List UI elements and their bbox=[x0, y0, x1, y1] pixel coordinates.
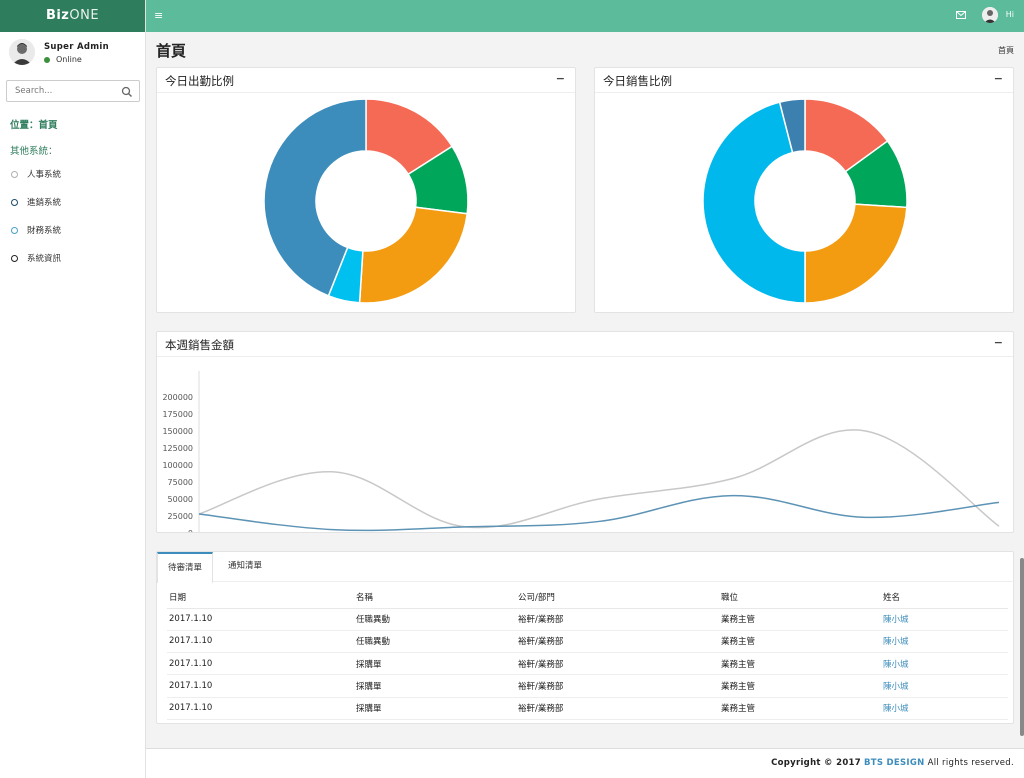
top-bar: ≡ Hi bbox=[146, 0, 1024, 32]
y-tick-label: 100000 bbox=[162, 461, 193, 470]
nav-item-sales[interactable]: 進銷系統 bbox=[0, 195, 146, 223]
table-row[interactable]: 2017.1.10 採購單 裕軒/業務部 業務主管 陳小城 bbox=[167, 652, 1008, 676]
tab-pending[interactable]: 待審清單 bbox=[157, 552, 213, 583]
circle-icon bbox=[11, 255, 18, 262]
table-row[interactable]: 2017.1.10 任職異動 裕軒/業務部 業務主管 陳小城 bbox=[167, 608, 1008, 631]
circle-icon bbox=[11, 227, 18, 234]
table-row[interactable]: 2017.1.10 採購單 裕軒/業務部 業務主管 陳小城 bbox=[167, 697, 1008, 720]
attendance-ratio-panel: 今日出勤比例 − bbox=[156, 67, 576, 313]
col-name: 名稱 bbox=[354, 586, 516, 609]
person-link[interactable]: 陳小城 bbox=[883, 615, 909, 626]
person-link[interactable]: 陳小城 bbox=[883, 704, 909, 715]
mail-icon[interactable] bbox=[956, 11, 966, 19]
user-greeting[interactable]: Hi bbox=[1005, 10, 1014, 19]
donut-slice[interactable] bbox=[778, 98, 806, 154]
col-position: 職位 bbox=[719, 586, 881, 609]
attendance-donut-chart bbox=[263, 98, 469, 304]
circle-icon bbox=[11, 171, 18, 178]
y-tick-label: 150000 bbox=[162, 427, 193, 436]
y-tick-label: 75000 bbox=[168, 478, 193, 487]
weekly-sales-panel: 本週銷售金額 − 200000 175000 150000 125000 100000 75… bbox=[156, 331, 1014, 547]
nav-item-sysinfo[interactable]: 系統資訊 bbox=[0, 251, 146, 279]
table-row[interactable]: 2017.1.10 採購單 裕軒/業務部 業務主管 陳小城 bbox=[167, 674, 1008, 698]
donut-slice[interactable] bbox=[804, 203, 908, 304]
donut-slice[interactable] bbox=[358, 206, 469, 304]
donut-slice[interactable] bbox=[263, 98, 367, 297]
tab-bar: 待審清單 通知清單 bbox=[157, 552, 1015, 583]
y-tick-label: 0 bbox=[188, 529, 193, 532]
sidebar: BizONE Super Admin Online 位置：首頁 其他系統： 人事… bbox=[0, 0, 146, 778]
sales-donut-chart bbox=[702, 98, 908, 304]
series-line bbox=[198, 429, 1000, 529]
table-header-row: 日期 名稱 公司/部門 職位 姓名 bbox=[167, 586, 1008, 609]
page-scrollbar[interactable] bbox=[1020, 558, 1024, 736]
online-status-icon bbox=[44, 56, 50, 63]
search-icon[interactable] bbox=[121, 86, 133, 98]
panel-title: 今日銷售比例 bbox=[603, 74, 672, 88]
other-systems-label: 其他系統： bbox=[10, 146, 58, 157]
person-link[interactable]: 陳小城 bbox=[883, 637, 909, 648]
search-input[interactable] bbox=[7, 81, 113, 101]
nav-item-finance[interactable]: 財務系統 bbox=[0, 223, 146, 251]
company-link[interactable]: BTS DESIGN bbox=[863, 758, 925, 768]
brand-logo[interactable]: BizONE bbox=[0, 0, 145, 32]
tab-notifications[interactable]: 通知清單 bbox=[227, 561, 262, 571]
col-company: 公司/部門 bbox=[516, 586, 719, 609]
user-status: Online bbox=[44, 55, 82, 64]
y-tick-label: 200000 bbox=[162, 393, 193, 402]
table-row[interactable]: 2017.1.10 任職異動 裕軒/業務部 業務主管 陳小城 bbox=[167, 630, 1008, 654]
pending-table: 日期 名稱 公司/部門 職位 姓名 2017.1.10 任職異動 裕軒/業務部 業務主… bbox=[167, 586, 1008, 720]
person-link[interactable]: 陳小城 bbox=[883, 659, 909, 670]
y-tick-label: 125000 bbox=[162, 444, 193, 453]
menu-toggle-icon[interactable]: ≡ bbox=[154, 9, 164, 22]
system-nav: 人事系統 進銷系統 財務系統 系統資訊 bbox=[0, 167, 146, 279]
location-label: 位置：首頁 bbox=[10, 120, 58, 131]
footer: Copyright © 2017 BTS DESIGN All rights r… bbox=[146, 748, 1024, 778]
sales-ratio-panel: 今日銷售比例 − bbox=[594, 67, 1014, 313]
series-line bbox=[198, 494, 1000, 532]
search-box bbox=[6, 80, 140, 102]
avatar bbox=[9, 39, 35, 65]
collapse-icon[interactable]: − bbox=[993, 336, 1003, 349]
user-panel: Super Admin Online bbox=[0, 32, 145, 74]
weekly-sales-line-chart: 200000 175000 150000 125000 100000 75000 50000… bbox=[162, 371, 1007, 547]
panel-title: 本週銷售金額 bbox=[165, 338, 234, 352]
copyright-text: Copyright © 2017 BTS DESIGN All rights r… bbox=[771, 758, 1014, 768]
person-link[interactable]: 陳小城 bbox=[883, 682, 909, 693]
task-list-panel: 待審清單 通知清單 日期 名稱 公司/部門 職位 姓名 2017.1.10 任職異… bbox=[156, 551, 1015, 724]
panel-title: 今日出勤比例 bbox=[165, 74, 234, 88]
nav-item-hr[interactable]: 人事系統 bbox=[0, 167, 146, 195]
circle-icon bbox=[11, 199, 18, 206]
user-name: Super Admin bbox=[44, 42, 109, 52]
col-person: 姓名 bbox=[881, 586, 1008, 609]
donut-slice[interactable] bbox=[702, 101, 806, 304]
page-title: 首頁 bbox=[156, 42, 187, 60]
collapse-icon[interactable]: − bbox=[555, 72, 565, 85]
col-date: 日期 bbox=[167, 586, 354, 609]
collapse-icon[interactable]: − bbox=[993, 72, 1003, 85]
breadcrumb[interactable]: 首頁 bbox=[998, 46, 1014, 55]
y-tick-label: 50000 bbox=[168, 495, 193, 504]
y-tick-label: 175000 bbox=[162, 410, 193, 419]
y-tick-label: 25000 bbox=[168, 512, 193, 521]
user-avatar-icon[interactable] bbox=[982, 7, 998, 23]
